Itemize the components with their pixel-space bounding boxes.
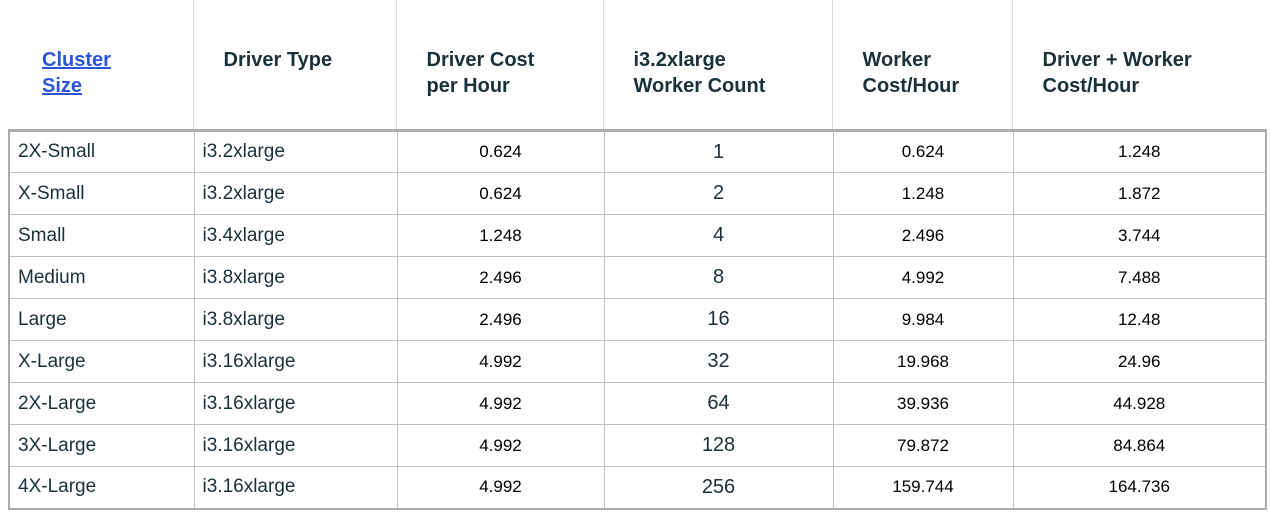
cell-worker-count: 8 [603, 256, 834, 299]
cell-driver-plus-worker-cost: 1.872 [1012, 172, 1267, 215]
column-header-worker-count: i3.2xlarge Worker Count [603, 0, 833, 129]
column-header-driver-type: Driver Type [193, 0, 397, 129]
cell-driver-cost-per-hour: 4.992 [396, 466, 605, 509]
cell-cluster-size: X-Large [8, 340, 195, 383]
cell-driver-plus-worker-cost: 44.928 [1012, 382, 1267, 425]
cell-cluster-size: 2X-Large [8, 382, 195, 425]
cell-worker-count: 256 [603, 466, 834, 509]
table-row: 2X-Large i3.16xlarge 4.992 64 39.936 44.… [8, 382, 1267, 425]
cell-driver-plus-worker-cost: 164.736 [1012, 466, 1267, 509]
cell-worker-count: 2 [603, 172, 834, 215]
cell-worker-cost-per-hour: 19.968 [832, 340, 1014, 383]
column-header-worker-cost: Worker Cost/Hour [832, 0, 1013, 129]
cell-worker-count: 16 [603, 298, 834, 341]
cell-driver-cost-per-hour: 4.992 [396, 340, 605, 383]
table-row: 2X-Small i3.2xlarge 0.624 1 0.624 1.248 [8, 130, 1267, 173]
pricing-table-header: Cluster Size Driver Type Driver Cost per… [0, 0, 1270, 129]
column-header-cluster-size: Cluster Size [0, 0, 194, 129]
cell-driver-cost-per-hour: 0.624 [396, 172, 605, 215]
cell-driver-plus-worker-cost: 3.744 [1012, 214, 1267, 257]
table-row: X-Small i3.2xlarge 0.624 2 1.248 1.872 [8, 172, 1267, 215]
column-header-driver-cost: Driver Cost per Hour [396, 0, 604, 129]
cell-worker-cost-per-hour: 4.992 [832, 256, 1014, 299]
cell-driver-cost-per-hour: 0.624 [396, 130, 605, 173]
cell-cluster-size: 4X-Large [8, 466, 195, 509]
cell-cluster-size: 2X-Small [8, 130, 195, 173]
cell-driver-plus-worker-cost: 7.488 [1012, 256, 1267, 299]
table-row: Large i3.8xlarge 2.496 16 9.984 12.48 [8, 298, 1267, 341]
cell-cluster-size: Small [8, 214, 195, 257]
cell-driver-plus-worker-cost: 84.864 [1012, 424, 1267, 467]
cell-worker-cost-per-hour: 39.936 [832, 382, 1014, 425]
cell-worker-count: 4 [603, 214, 834, 257]
cell-cluster-size: X-Small [8, 172, 195, 215]
cell-worker-cost-per-hour: 159.744 [832, 466, 1014, 509]
cell-worker-cost-per-hour: 0.624 [832, 130, 1014, 173]
cell-driver-cost-per-hour: 2.496 [396, 298, 605, 341]
header-row: Cluster Size Driver Type Driver Cost per… [0, 0, 1270, 129]
cell-cluster-size: Large [8, 298, 195, 341]
cell-driver-type: i3.2xlarge [193, 130, 398, 173]
cell-cluster-size: 3X-Large [8, 424, 195, 467]
cluster-size-link[interactable]: Cluster Size [42, 49, 111, 97]
cell-driver-type: i3.16xlarge [193, 340, 398, 383]
cell-worker-count: 64 [603, 382, 834, 425]
pricing-table-rows: 2X-Small i3.2xlarge 0.624 1 0.624 1.248 … [8, 130, 1267, 509]
pricing-table-body: 2X-Small i3.2xlarge 0.624 1 0.624 1.248 … [8, 129, 1267, 510]
cell-worker-cost-per-hour: 9.984 [832, 298, 1014, 341]
cell-driver-cost-per-hour: 4.992 [396, 424, 605, 467]
cell-driver-type: i3.16xlarge [193, 466, 398, 509]
cell-driver-cost-per-hour: 2.496 [396, 256, 605, 299]
cell-driver-type: i3.4xlarge [193, 214, 398, 257]
table-row: Medium i3.8xlarge 2.496 8 4.992 7.488 [8, 256, 1267, 299]
cell-driver-plus-worker-cost: 1.248 [1012, 130, 1267, 173]
cell-cluster-size: Medium [8, 256, 195, 299]
cell-worker-cost-per-hour: 79.872 [832, 424, 1014, 467]
cell-driver-type: i3.8xlarge [193, 256, 398, 299]
cell-worker-count: 128 [603, 424, 834, 467]
table-row: 3X-Large i3.16xlarge 4.992 128 79.872 84… [8, 424, 1267, 467]
cell-worker-cost-per-hour: 2.496 [832, 214, 1014, 257]
cell-driver-plus-worker-cost: 12.48 [1012, 298, 1267, 341]
cell-worker-count: 1 [603, 130, 834, 173]
cell-worker-count: 32 [603, 340, 834, 383]
cell-driver-type: i3.16xlarge [193, 382, 398, 425]
table-row: X-Large i3.16xlarge 4.992 32 19.968 24.9… [8, 340, 1267, 383]
cell-driver-plus-worker-cost: 24.96 [1012, 340, 1267, 383]
cell-driver-type: i3.8xlarge [193, 298, 398, 341]
cell-worker-cost-per-hour: 1.248 [832, 172, 1014, 215]
table-row: 4X-Large i3.16xlarge 4.992 256 159.744 1… [8, 466, 1267, 509]
cell-driver-cost-per-hour: 4.992 [396, 382, 605, 425]
cell-driver-type: i3.16xlarge [193, 424, 398, 467]
cell-driver-cost-per-hour: 1.248 [396, 214, 605, 257]
cell-driver-type: i3.2xlarge [193, 172, 398, 215]
table-row: Small i3.4xlarge 1.248 4 2.496 3.744 [8, 214, 1267, 257]
column-header-total-cost: Driver + Worker Cost/Hour [1042, 49, 1192, 97]
